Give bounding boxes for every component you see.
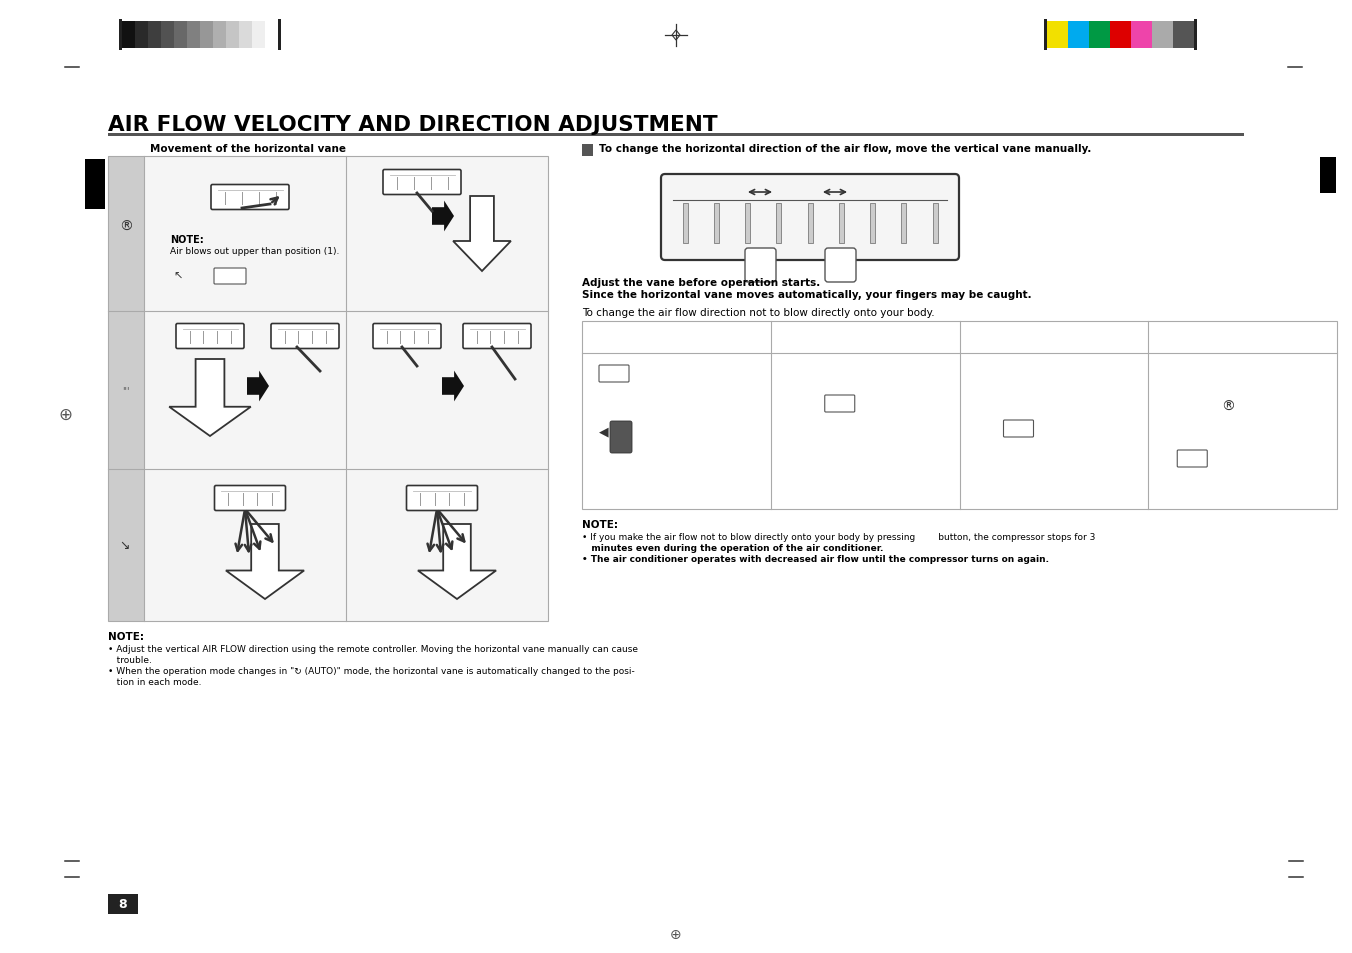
Polygon shape [433, 201, 454, 233]
Bar [683, 204, 688, 244]
Polygon shape [169, 359, 251, 436]
Text: ®: ® [1221, 399, 1234, 414]
Text: NOTE:: NOTE: [108, 631, 145, 641]
Bar [581, 145, 594, 157]
Bar [174, 22, 187, 49]
Bar [714, 204, 719, 244]
Bar [1152, 22, 1174, 49]
Text: ↖: ↖ [173, 272, 183, 282]
Bar [776, 204, 781, 244]
Bar [1088, 22, 1110, 49]
Bar [122, 22, 135, 49]
Bar [1044, 20, 1046, 51]
Text: • If you make the air flow not to blow directly onto your body by pressing      : • If you make the air flow not to blow d… [581, 533, 1095, 541]
Bar [807, 204, 813, 244]
Text: • The air conditioner operates with decreased air flow until the compressor turn: • The air conditioner operates with decr… [581, 555, 1049, 563]
Polygon shape [442, 372, 464, 402]
FancyBboxPatch shape [1178, 451, 1207, 468]
FancyBboxPatch shape [215, 486, 285, 511]
Bar [145, 470, 346, 621]
FancyBboxPatch shape [825, 395, 854, 413]
Polygon shape [453, 196, 511, 272]
Text: AIR FLOW VELOCITY AND DIRECTION ADJUSTMENT: AIR FLOW VELOCITY AND DIRECTION ADJUSTME… [108, 115, 718, 135]
Text: • Adjust the vertical AIR FLOW direction using the remote controller. Moving the: • Adjust the vertical AIR FLOW direction… [108, 644, 638, 654]
FancyBboxPatch shape [214, 269, 246, 285]
Bar [119, 20, 122, 51]
Bar [1320, 158, 1336, 193]
Text: NOTE:: NOTE: [581, 519, 618, 530]
Bar [265, 22, 279, 49]
FancyBboxPatch shape [661, 174, 959, 261]
Text: Air blows out upper than position (1).: Air blows out upper than position (1). [170, 247, 339, 255]
Bar [1132, 22, 1152, 49]
Bar [147, 22, 161, 49]
Bar [108, 157, 548, 621]
FancyBboxPatch shape [610, 421, 631, 454]
Bar [1110, 22, 1132, 49]
Text: ↘: ↘ [119, 539, 130, 552]
Text: Since the horizontal vane moves automatically, your fingers may be caught.: Since the horizontal vane moves automati… [581, 290, 1032, 299]
FancyBboxPatch shape [373, 324, 441, 349]
Text: ◀: ◀ [599, 425, 608, 438]
Bar [239, 22, 251, 49]
Bar [108, 157, 145, 312]
Bar [135, 22, 147, 49]
Text: Movement of the horizontal vane: Movement of the horizontal vane [150, 144, 346, 153]
Bar [145, 157, 346, 312]
FancyBboxPatch shape [270, 324, 339, 349]
FancyBboxPatch shape [825, 249, 856, 283]
Bar [346, 312, 548, 470]
Bar [1046, 22, 1068, 49]
Text: ''': ''' [122, 386, 130, 395]
FancyBboxPatch shape [176, 324, 243, 349]
Text: ®: ® [119, 220, 132, 233]
Polygon shape [418, 524, 496, 599]
Bar [933, 204, 937, 244]
Bar [838, 204, 844, 244]
Text: ⊕: ⊕ [671, 927, 681, 941]
Bar [251, 22, 265, 49]
Text: trouble.: trouble. [108, 656, 151, 664]
Bar [581, 322, 1337, 510]
Polygon shape [226, 524, 304, 599]
Text: • When the operation mode changes in "↻ (AUTO)" mode, the horizontal vane is aut: • When the operation mode changes in "↻ … [108, 666, 634, 676]
Bar [346, 470, 548, 621]
Bar [108, 133, 1244, 137]
Bar [108, 894, 138, 914]
FancyBboxPatch shape [1003, 420, 1033, 437]
FancyBboxPatch shape [407, 486, 477, 511]
Bar [1194, 20, 1197, 51]
Bar [869, 204, 875, 244]
Bar [187, 22, 200, 49]
FancyBboxPatch shape [599, 366, 629, 382]
Text: To change the air flow direction not to blow directly onto your body.: To change the air flow direction not to … [581, 308, 934, 317]
Bar [145, 312, 346, 470]
Bar [1174, 22, 1194, 49]
Bar [902, 204, 906, 244]
FancyBboxPatch shape [211, 185, 289, 211]
Polygon shape [247, 372, 269, 402]
Bar [214, 22, 226, 49]
Bar [108, 312, 145, 470]
Text: tion in each mode.: tion in each mode. [108, 678, 201, 686]
Text: NOTE:: NOTE: [170, 234, 204, 245]
Bar [200, 22, 214, 49]
FancyBboxPatch shape [383, 171, 461, 195]
FancyBboxPatch shape [745, 249, 776, 283]
Bar [279, 20, 281, 51]
FancyBboxPatch shape [462, 324, 531, 349]
Text: minutes even during the operation of the air conditioner.: minutes even during the operation of the… [581, 543, 883, 553]
Bar [108, 470, 145, 621]
Bar [226, 22, 239, 49]
Bar [745, 204, 750, 244]
Bar [1068, 22, 1088, 49]
Bar [346, 157, 548, 312]
Bar [85, 160, 105, 210]
Text: Adjust the vane before operation starts.: Adjust the vane before operation starts. [581, 277, 821, 288]
Text: ⊕: ⊕ [58, 406, 72, 423]
Text: 8: 8 [119, 898, 127, 910]
Text: To change the horizontal direction of the air flow, move the vertical vane manua: To change the horizontal direction of th… [599, 144, 1091, 153]
Bar [161, 22, 174, 49]
